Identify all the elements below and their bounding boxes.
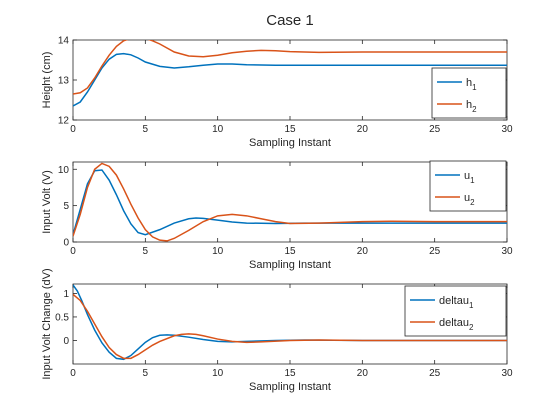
y-tick-label: 12 <box>58 116 70 127</box>
legend-entry: u1 <box>464 170 475 185</box>
subplot-1: 0 5 10 15 20 25 30 12 13 14 Sampling Instant Height… <box>41 36 513 150</box>
legend-entry: deltau2 <box>439 317 474 332</box>
figure-title: Case 1 <box>266 12 314 29</box>
series-line-h-2 <box>73 40 507 95</box>
x-axis-label: Sampling Instant <box>249 137 331 149</box>
legend-box <box>431 67 507 119</box>
x-tick-label: 10 <box>212 368 224 379</box>
legend-box <box>404 285 507 337</box>
x-tick-label: 0 <box>70 124 76 135</box>
legend-box <box>429 160 507 212</box>
y-axis-label: Input Volt (V) <box>41 170 53 234</box>
y-tick-label: 14 <box>58 36 70 47</box>
y-tick-label: 1 <box>63 289 69 300</box>
y-tick-label: 10 <box>58 165 70 176</box>
y-tick-label: 0 <box>63 336 69 347</box>
x-tick-label: 25 <box>429 124 441 135</box>
x-tick-label: 5 <box>143 124 149 135</box>
y-axis-label: Input Volt Change (dV) <box>41 268 53 379</box>
x-tick-label: 20 <box>357 246 369 257</box>
y-axis-label: Height (cm) <box>41 52 53 109</box>
legend-entry: h1 <box>466 77 477 92</box>
x-tick-label: 5 <box>143 246 149 257</box>
x-tick-label: 30 <box>501 246 513 257</box>
x-tick-label: 15 <box>284 246 296 257</box>
legend: deltau1 deltau2 <box>404 285 507 337</box>
x-tick-label: 15 <box>284 124 296 135</box>
legend-entry: h2 <box>466 99 477 114</box>
y-tick-label: 0.5 <box>55 312 69 323</box>
x-tick-label: 25 <box>429 368 441 379</box>
subplot-3: 0 5 10 15 20 25 30 0 0.5 1 Sampling Instant Input V… <box>41 268 513 393</box>
series-line-u-1 <box>73 169 507 236</box>
y-tick-label: 13 <box>58 76 70 87</box>
series-line-u-2 <box>73 162 507 242</box>
y-tick-label: 0 <box>63 238 69 249</box>
x-tick-label: 15 <box>284 368 296 379</box>
subplot-2: 0 5 10 15 20 25 30 0 5 10 Sampling Instant Input Vo… <box>41 160 513 271</box>
x-tick-label: 0 <box>70 368 76 379</box>
x-tick-label: 30 <box>501 368 513 379</box>
series-line-h-1 <box>73 52 507 107</box>
x-tick-label: 0 <box>70 246 76 257</box>
x-tick-label: 5 <box>143 368 149 379</box>
x-tick-label: 30 <box>501 124 513 135</box>
x-tick-label: 10 <box>212 246 224 257</box>
y-tick-label: 5 <box>63 201 69 212</box>
legend-entry: u2 <box>464 192 475 207</box>
x-tick-label: 20 <box>357 124 369 135</box>
x-tick-label: 20 <box>357 368 369 379</box>
x-tick-label: 25 <box>429 246 441 257</box>
x-axis-label: Sampling Instant <box>249 259 331 271</box>
x-axis-label: Sampling Instant <box>249 381 331 393</box>
legend-entry: deltau1 <box>439 295 474 310</box>
series-line-deltau-2 <box>73 293 507 360</box>
x-tick-label: 10 <box>212 124 224 135</box>
series-line-deltau-1 <box>73 284 507 361</box>
